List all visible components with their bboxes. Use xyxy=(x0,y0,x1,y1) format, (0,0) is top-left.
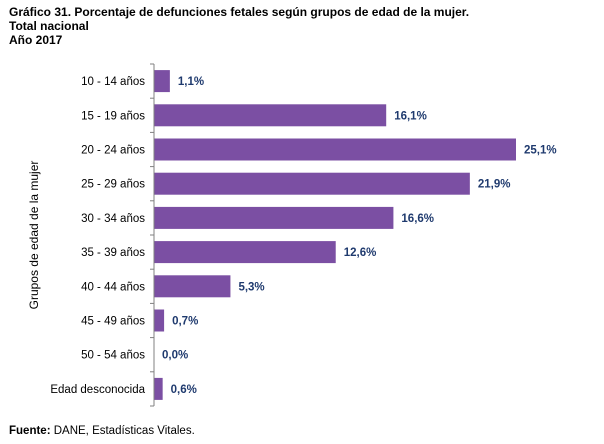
y-tick-label: 30 - 34 años xyxy=(81,213,145,225)
y-axis-label: Grupos de edad de la mujer xyxy=(27,161,41,310)
bar xyxy=(154,172,470,195)
data-label: 12,6% xyxy=(344,247,377,259)
y-tick-label: 10 - 14 años xyxy=(81,76,145,88)
data-label: 1,1% xyxy=(178,76,204,88)
data-label: 0,0% xyxy=(162,350,188,362)
y-tick-label: 20 - 24 años xyxy=(81,145,145,157)
source-text: DANE, Estadísticas Vitales. xyxy=(50,425,195,437)
data-label: 16,1% xyxy=(394,110,427,122)
chart-subtitle-scope: Total nacional xyxy=(9,19,89,33)
bar xyxy=(154,104,387,127)
data-label: 0,6% xyxy=(171,384,197,396)
bar xyxy=(154,275,231,298)
data-label: 16,6% xyxy=(401,213,434,225)
chart-subtitle-year: Año 2017 xyxy=(9,33,63,47)
chart-title: Gráfico 31. Porcentaje de defunciones fe… xyxy=(9,5,470,19)
data-label: 5,3% xyxy=(238,281,264,293)
y-tick-label: 35 - 39 años xyxy=(81,247,145,259)
data-label: 0,7% xyxy=(172,316,198,328)
source-note: Fuente: DANE, Estadísticas Vitales. xyxy=(9,425,195,437)
y-tick-label: 45 - 49 años xyxy=(81,316,145,328)
data-label: 25,1% xyxy=(524,145,557,157)
bar xyxy=(154,206,394,229)
source-label: Fuente: xyxy=(9,425,51,437)
y-tick-label: 15 - 19 años xyxy=(81,110,145,122)
bar xyxy=(154,377,163,400)
y-tick-label: 25 - 29 años xyxy=(81,179,145,191)
bar xyxy=(154,241,336,264)
y-tick-label: Edad desconocida xyxy=(50,384,145,396)
y-tick-label: 40 - 44 años xyxy=(81,281,145,293)
bar xyxy=(154,70,170,93)
bar xyxy=(154,138,516,161)
bar xyxy=(154,309,165,332)
bar-chart: Grupos de edad de la mujer 10 - 14 años 1,… xyxy=(27,63,557,407)
data-label: 21,9% xyxy=(478,179,511,191)
chart-title-block: Gráfico 31. Porcentaje de defunciones fe… xyxy=(9,5,469,47)
y-tick-label: 50 - 54 años xyxy=(81,350,145,362)
